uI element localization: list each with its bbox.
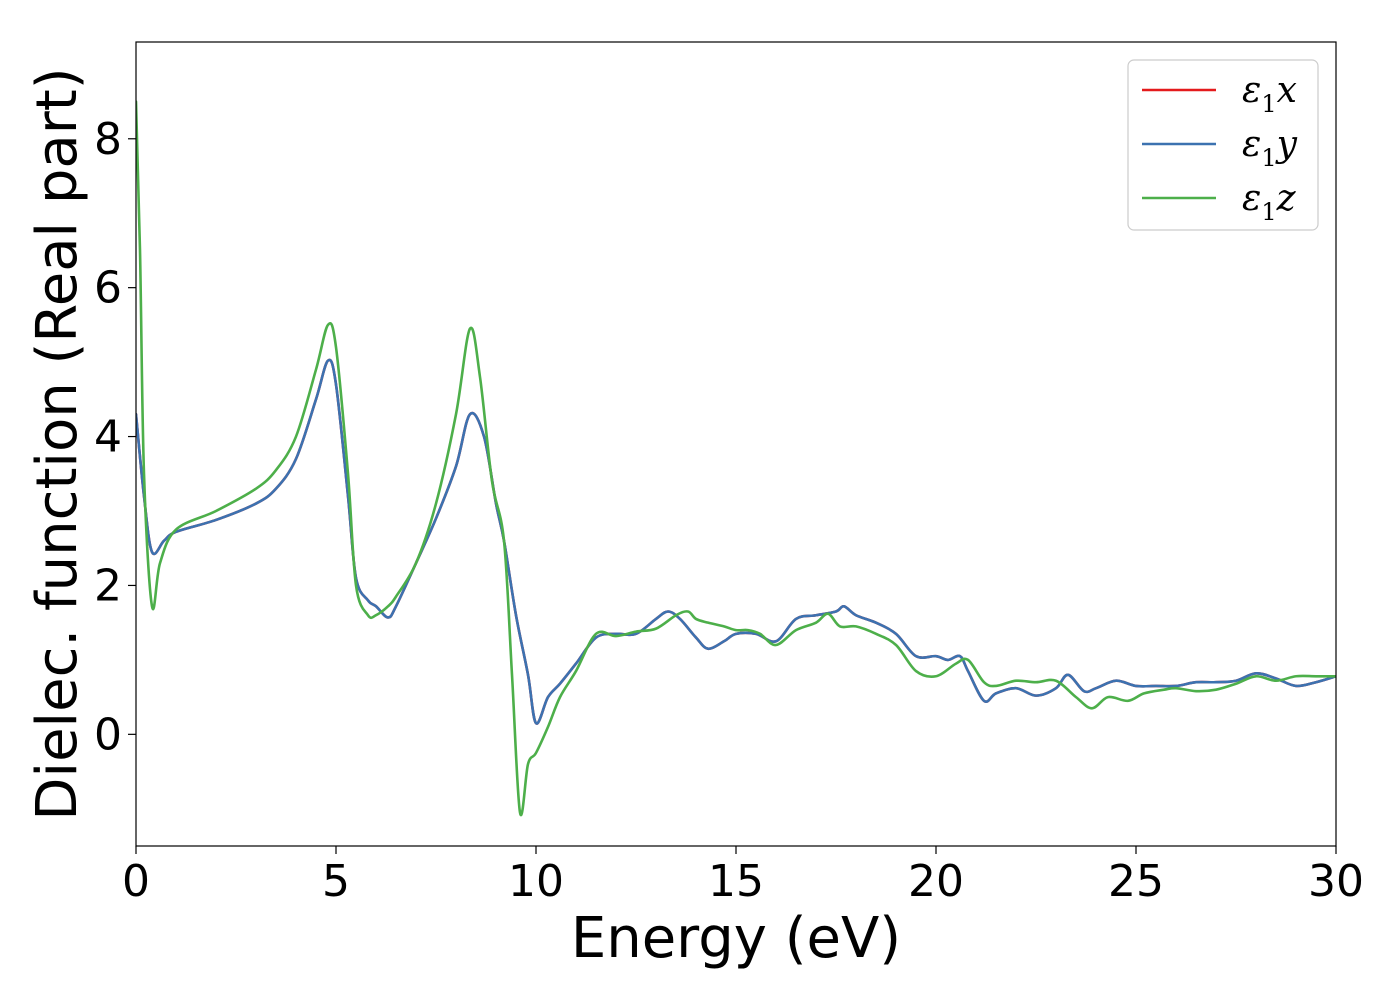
y-tick-label: 2	[94, 560, 122, 611]
y-tick-label: 8	[94, 114, 122, 165]
x-tick-label: 10	[508, 856, 564, 907]
x-tick-label: 5	[322, 856, 350, 907]
series-line-y	[136, 358, 1336, 725]
y-axis-title: Dielec. function (Real part)	[25, 67, 90, 820]
legend-label-x: ε1x	[1242, 70, 1297, 118]
series-layer	[136, 100, 1336, 817]
y-tick-label: 0	[94, 709, 122, 760]
y-axis: 0 2 4 6 8	[94, 114, 136, 760]
x-tick-label: 25	[1108, 856, 1164, 907]
x-tick-label: 15	[708, 856, 764, 907]
x-axis: 0 5 10 15 20 25 30	[122, 846, 1364, 907]
y-tick-label: 4	[94, 412, 122, 463]
x-tick-label: 20	[908, 856, 964, 907]
y-tick-label: 6	[94, 263, 122, 314]
legend-label-z: ε1z	[1242, 178, 1297, 226]
x-tick-label: 30	[1308, 856, 1364, 907]
legend-label-y: ε1y	[1242, 124, 1298, 172]
x-axis-title: Energy (eV)	[571, 906, 901, 971]
series-line-z	[136, 100, 1336, 817]
x-tick-label: 0	[122, 856, 150, 907]
legend-box	[1127, 59, 1319, 231]
legend: ε1x ε1y ε1z	[1127, 59, 1319, 231]
